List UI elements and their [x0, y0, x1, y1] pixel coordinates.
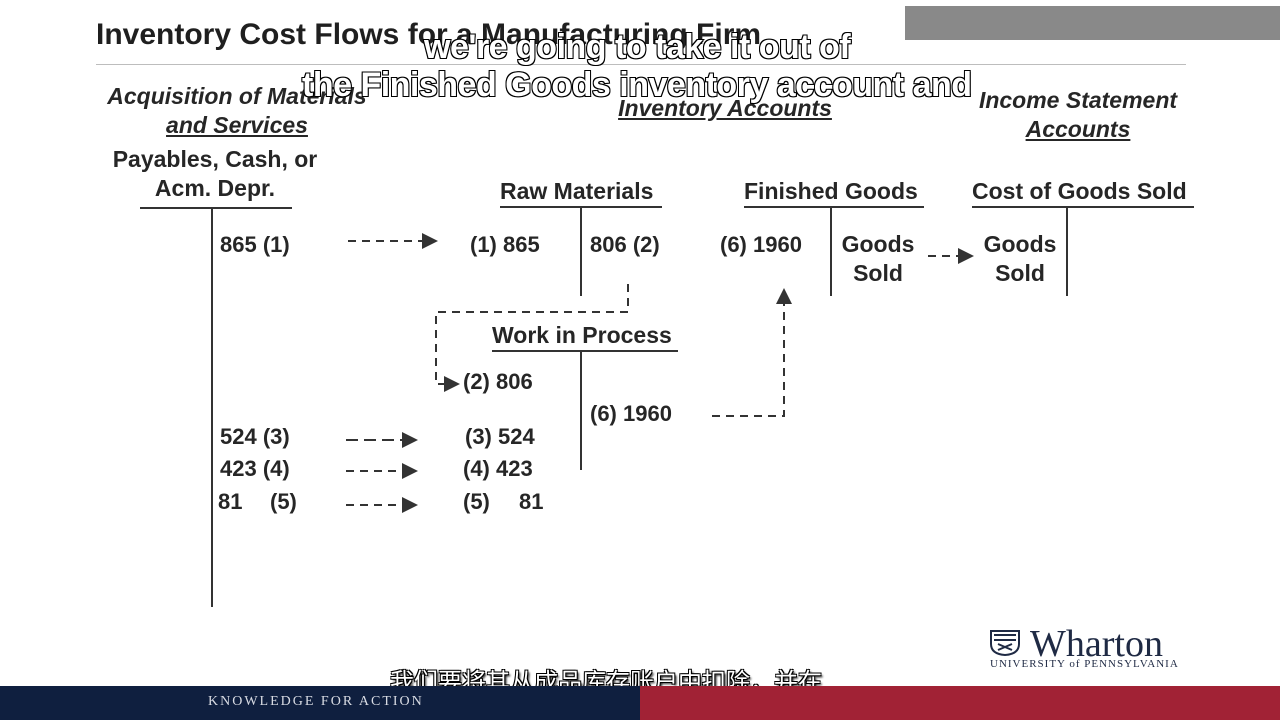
account-payables-line2: Acm. Depr. — [154, 175, 276, 201]
cogs-debit-line2: Sold — [995, 260, 1045, 286]
header-income-statement: Income Statement Accounts — [968, 86, 1188, 144]
subtitle-english-line2: the Finished Goods inventory account and — [301, 65, 973, 105]
subtitle-english-line1: we're going to take it out of — [423, 27, 852, 67]
finished-goods-t-stem — [830, 206, 832, 296]
finished-goods-debit-6: (6) 1960 — [720, 232, 802, 257]
footer-tagline: KNOWLEDGE FOR ACTION — [208, 694, 424, 709]
header-income-line1: Income Statement — [978, 87, 1178, 113]
header-acquisition-line2: and Services — [166, 112, 308, 138]
wharton-logo-sub: UNIVERSITY of PENNSYLVANIA — [990, 658, 1179, 670]
cogs-debit-goods-sold: Goods Sold — [978, 230, 1062, 288]
cogs-t-top — [972, 206, 1194, 208]
wip-debit-2: (2) 806 — [463, 369, 533, 394]
wip-debit-5-amount: 81 — [519, 489, 544, 514]
header-acquisition: Acquisition of Materials and Services — [92, 82, 382, 140]
payables-credit-1: 865 (1) — [220, 232, 290, 257]
footer-bar-red — [640, 686, 1280, 720]
finished-goods-credit-line2: Sold — [853, 260, 903, 286]
raw-materials-t-stem — [580, 206, 582, 296]
account-raw-materials-label: Raw Materials — [500, 178, 654, 204]
account-payables-line1: Payables, Cash, or — [112, 146, 318, 172]
wip-credit-6: (6) 1960 — [590, 401, 672, 426]
header-inventory-label: Inventory Accounts — [618, 95, 832, 121]
payables-credit-5-amount: 81 — [218, 489, 243, 514]
raw-materials-credit-2: 806 (2) — [590, 232, 660, 257]
payables-credit-4: 423 (4) — [220, 456, 290, 481]
wip-debit-4: (4) 423 — [463, 456, 533, 481]
payables-credit-5-ref: (5) — [270, 489, 297, 514]
account-payables-label: Payables, Cash, or Acm. Depr. — [110, 145, 320, 203]
arrow-flow-2 — [435, 284, 629, 392]
header-acquisition-line1: Acquisition of Materials — [107, 83, 367, 109]
payables-t-top — [140, 207, 292, 209]
wip-t-stem — [580, 350, 582, 470]
title-rule — [96, 64, 1186, 65]
payables-t-stem — [211, 207, 213, 607]
header-inventory: Inventory Accounts — [600, 94, 850, 123]
title-overlay-box — [905, 6, 1280, 40]
wharton-shield-icon — [990, 630, 1020, 656]
account-finished-goods-label: Finished Goods — [744, 178, 918, 204]
arrow-flow-6 — [712, 288, 792, 417]
slide-title: Inventory Cost Flows for a Manufacturing… — [96, 18, 762, 51]
cogs-debit-line1: Goods — [983, 231, 1057, 257]
payables-credit-3: 524 (3) — [220, 424, 290, 449]
account-wip-label: Work in Process — [492, 322, 672, 348]
account-cogs-label: Cost of Goods Sold — [972, 178, 1187, 204]
wip-debit-3: (3) 524 — [465, 424, 535, 449]
wharton-logo-word: Wharton — [1030, 623, 1163, 665]
raw-materials-debit-1: (1) 865 — [470, 232, 540, 257]
finished-goods-credit-goods-sold: Goods Sold — [838, 230, 918, 288]
finished-goods-credit-line1: Goods — [841, 231, 915, 257]
header-income-line2: Accounts — [1025, 116, 1131, 142]
footer-bar-navy — [0, 686, 640, 720]
cogs-t-stem — [1066, 206, 1068, 296]
finished-goods-t-top — [744, 206, 924, 208]
wip-debit-5-ref: (5) — [463, 489, 490, 514]
wip-t-top — [492, 350, 678, 352]
